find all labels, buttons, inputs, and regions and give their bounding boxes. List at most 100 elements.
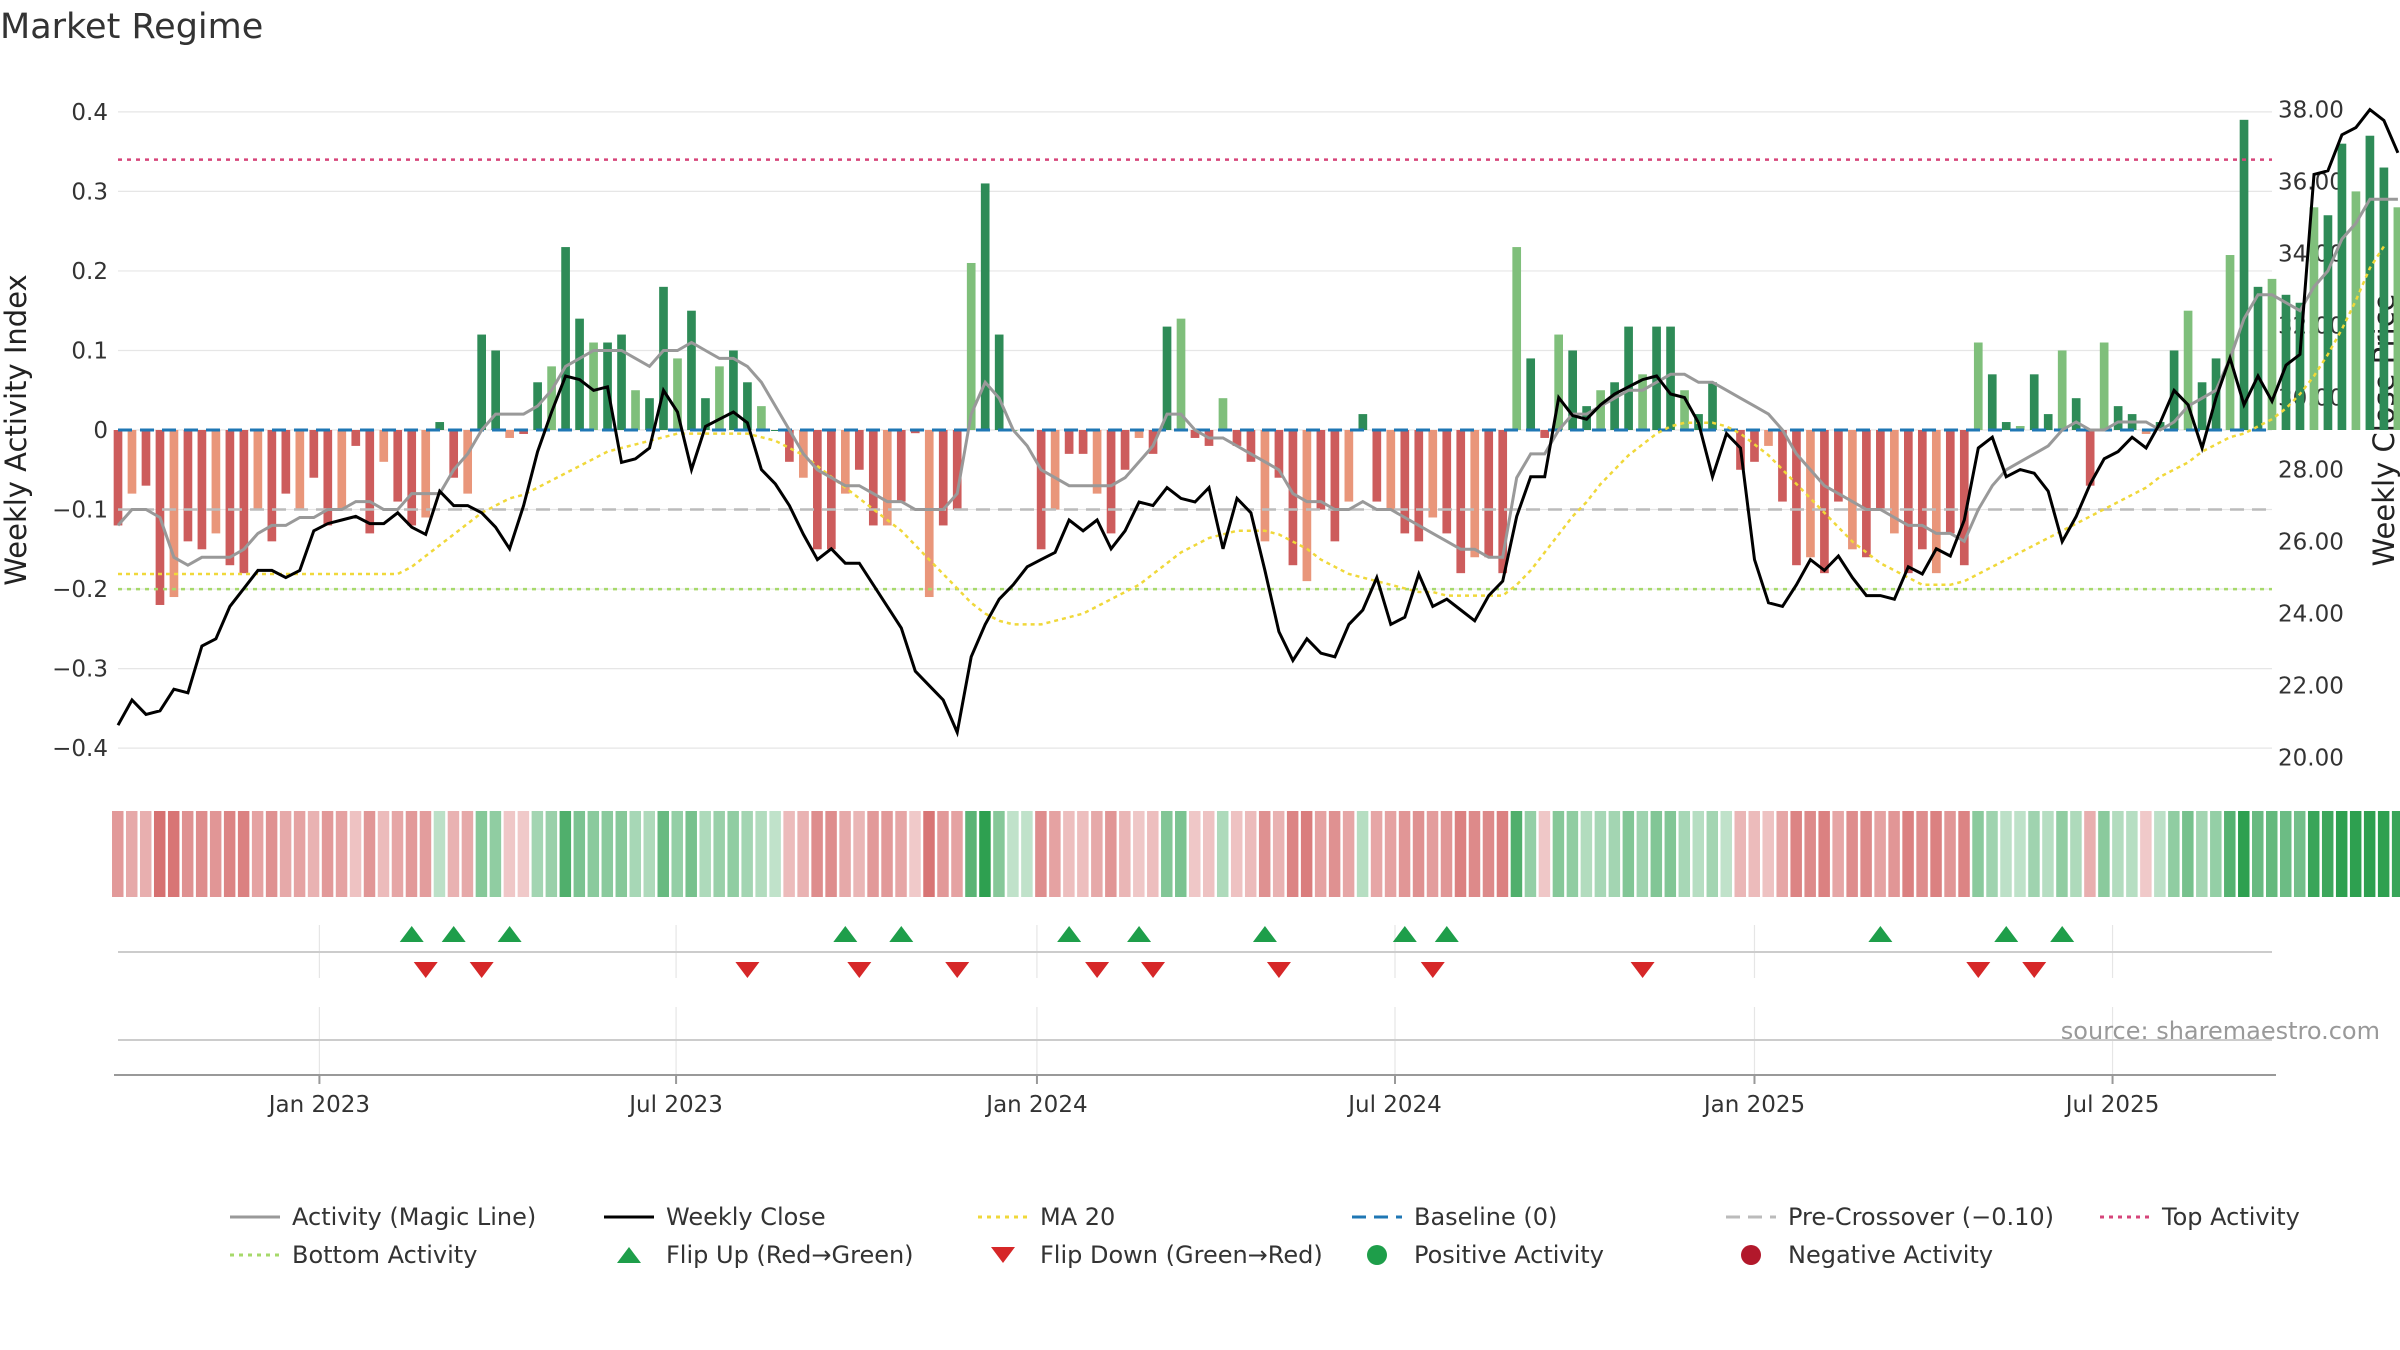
- regime-strip-cell: [671, 811, 683, 897]
- activity-bar: [1134, 430, 1144, 438]
- activity-bar: [1987, 374, 1997, 430]
- regime-strip-cell: [1244, 811, 1257, 897]
- regime-strip-cell: [1930, 811, 1942, 897]
- weekly-close-line: [116, 107, 2400, 738]
- regime-strip-cell: [349, 811, 362, 897]
- regime-strip-cell: [657, 811, 669, 897]
- regime-strip-cell: [517, 811, 530, 897]
- flip-up-marker: [1868, 926, 1893, 942]
- activity-bar: [659, 286, 668, 430]
- legend-label: Weekly Close: [666, 1203, 826, 1231]
- legend-label: Flip Down (Green→Red): [1040, 1241, 1323, 1269]
- flip-up-marker: [1434, 926, 1459, 942]
- activity-bar: [197, 430, 207, 550]
- regime-strip-cell: [2196, 811, 2208, 897]
- flip-down-marker: [1630, 962, 1655, 978]
- regime-strip-cell: [1105, 811, 1117, 897]
- activity-bar: [113, 430, 123, 526]
- activity-bar: [1148, 430, 1158, 454]
- regime-strip-cell: [167, 811, 180, 897]
- regime-strip-cell: [881, 811, 893, 897]
- regime-strip: [112, 811, 2400, 897]
- regime-strip-cell: [1790, 811, 1802, 897]
- regime-strip-cell: [1342, 811, 1355, 897]
- regime-strip-cell: [755, 811, 767, 897]
- regime-strip-cell: [797, 811, 809, 897]
- flip-up-marker: [1994, 926, 2019, 942]
- x-tick-label: Jul 2024: [1346, 1092, 1442, 1118]
- regime-strip-cell: [1706, 811, 1719, 897]
- legend-item: MA 20: [978, 1203, 1115, 1231]
- regime-strip-cell: [2098, 811, 2110, 897]
- regime-strip-cell: [643, 811, 655, 897]
- activity-bar: [2309, 207, 2319, 430]
- regime-strip-cell: [909, 811, 921, 897]
- legend-item: Weekly Close: [604, 1203, 826, 1231]
- activity-bar: [519, 430, 528, 434]
- regime-strip-cell: [783, 811, 795, 897]
- activity-bar: [281, 430, 291, 494]
- flip-down-marker: [1266, 962, 1291, 978]
- regime-strip-cell: [307, 811, 320, 897]
- regime-strip-cell: [615, 811, 628, 897]
- regime-strip-cell: [1608, 811, 1621, 897]
- regime-strip-cell: [559, 811, 572, 897]
- y-left-tick-label: 0: [93, 418, 108, 444]
- legend-item: Baseline (0): [1352, 1203, 1557, 1231]
- activity-bar: [952, 430, 962, 510]
- activity-bar: [2379, 167, 2389, 430]
- regime-strip-cell: [1189, 811, 1201, 897]
- activity-bar: [1176, 318, 1186, 430]
- regime-strip-cell: [923, 811, 935, 897]
- regime-strip-cell: [1524, 811, 1537, 897]
- regime-strip-cell: [699, 811, 711, 897]
- regime-strip-cell: [1720, 811, 1732, 897]
- flip-up-marker: [1392, 926, 1417, 942]
- legend-swatch: [617, 1247, 641, 1263]
- activity-bar: [2001, 422, 2011, 430]
- y-right-tick-label: 38.00: [2278, 98, 2344, 124]
- regime-strip-cell: [895, 811, 907, 897]
- regime-strip-cell: [1063, 811, 1075, 897]
- flip-down-marker: [847, 962, 872, 978]
- activity-bar: [1050, 430, 1060, 510]
- regime-strip-cell: [2349, 811, 2362, 897]
- activity-bar: [561, 247, 570, 430]
- legend-label: Activity (Magic Line): [292, 1203, 536, 1231]
- activity-bar: [253, 430, 263, 510]
- activity-bar: [2071, 398, 2081, 430]
- activity-bar: [407, 430, 417, 526]
- activity-bar: [2197, 382, 2207, 430]
- regime-strip-cell: [965, 811, 977, 897]
- regime-strip-cell: [545, 811, 558, 897]
- flip-down-marker: [469, 962, 494, 978]
- regime-strip-cell: [1762, 811, 1774, 897]
- regime-strip-cell: [1230, 811, 1243, 897]
- activity-bar: [1092, 430, 1102, 494]
- source-label: source: sharemaestro.com: [2061, 1017, 2380, 1045]
- regime-strip-cell: [293, 811, 306, 897]
- regime-strip-cell: [1021, 811, 1033, 897]
- activity-bar: [435, 422, 445, 430]
- regime-strip-cell: [1356, 811, 1369, 897]
- regime-strip-cell: [139, 811, 152, 897]
- chart-legend: Activity (Magic Line) Weekly Close MA 20 Ba…: [230, 1203, 2300, 1269]
- x-tick-label: Jan 2024: [984, 1092, 1087, 1118]
- activity-bar: [854, 430, 864, 470]
- regime-strip-cell: [489, 811, 502, 897]
- regime-strip-cell: [251, 811, 264, 897]
- flip-down-marker: [1141, 962, 1166, 978]
- regime-strip-cell: [1314, 811, 1327, 897]
- regime-strip-cell: [1272, 811, 1285, 897]
- regime-strip-cell: [2084, 811, 2096, 897]
- regime-strip-cell: [2112, 811, 2124, 897]
- legend-label: Negative Activity: [1788, 1241, 1993, 1269]
- legend-label: Pre-Crossover (−0.10): [1788, 1203, 2054, 1231]
- activity-bar: [211, 430, 221, 534]
- regime-strip-cell: [391, 811, 404, 897]
- regime-strip-cell: [2307, 811, 2320, 897]
- activity-bar: [1638, 374, 1647, 430]
- regime-strip-cell: [2126, 811, 2138, 897]
- activity-bar: [715, 366, 724, 430]
- regime-strip-cell: [587, 811, 600, 897]
